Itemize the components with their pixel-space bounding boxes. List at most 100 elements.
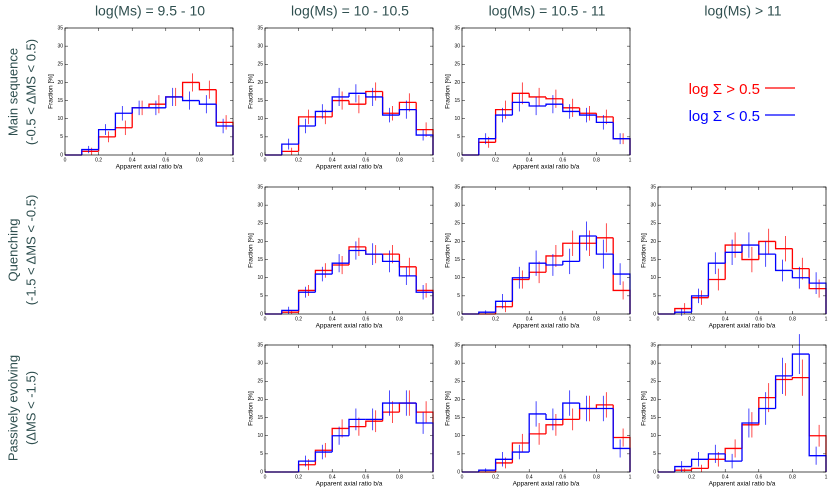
- histogram-step: [348, 100, 366, 105]
- y-tick-label: 15: [454, 257, 460, 263]
- x-tick-label: 0.6: [362, 474, 369, 480]
- histogram-step: [724, 244, 742, 280]
- histogram-step: [612, 116, 631, 155]
- histogram-step: [758, 407, 776, 424]
- y-tick-label: 35: [257, 342, 263, 348]
- histogram-step: [331, 435, 349, 453]
- histogram-step: [398, 101, 417, 114]
- histogram-step: [562, 242, 580, 256]
- y-tick-label: 25: [257, 62, 263, 68]
- histogram-step: [415, 109, 434, 155]
- x-tick-label: 1: [825, 316, 828, 322]
- y-tick-label: 15: [257, 415, 263, 421]
- histogram-step: [131, 107, 149, 114]
- row-label: Passively evolving: [5, 355, 20, 461]
- histogram-step: [165, 96, 183, 108]
- y-tick-label: 0: [260, 152, 263, 158]
- y-tick-label: 20: [257, 239, 263, 245]
- x-tick-label: 0: [64, 157, 67, 163]
- histogram-step: [297, 460, 316, 472]
- plot-frame: [64, 27, 234, 156]
- y-axis-label: Fraction [%]: [248, 74, 255, 109]
- legend-label: log Σ > 0.5: [689, 81, 760, 98]
- x-tick-label: 0.4: [526, 157, 533, 163]
- x-tick-label: 0.4: [526, 474, 533, 480]
- histogram-step: [398, 402, 417, 413]
- y-tick-label: 10: [650, 433, 656, 439]
- histogram-step: [215, 104, 234, 155]
- histogram-step: [297, 464, 316, 472]
- x-tick-label: 0.6: [559, 474, 566, 480]
- x-tick-label: 0.8: [396, 316, 403, 322]
- y-tick-label: 15: [454, 98, 460, 104]
- histogram-step: [511, 277, 530, 302]
- histogram-step: [595, 237, 614, 244]
- y-tick-label: 0: [60, 152, 63, 158]
- y-axis-label: Fraction [%]: [48, 74, 55, 109]
- histogram-step: [165, 96, 183, 105]
- plot-frame: [461, 27, 631, 156]
- histogram-step: [562, 418, 580, 425]
- histogram-step: [545, 413, 563, 421]
- x-tick-label: 0: [264, 157, 267, 163]
- histogram-step: [415, 275, 434, 314]
- y-tick-label: 25: [57, 62, 63, 68]
- histogram-step: [494, 306, 513, 314]
- histogram-step: [791, 353, 810, 376]
- histogram-step: [297, 125, 316, 145]
- histogram-step: [774, 254, 793, 272]
- y-tick-label: 0: [457, 311, 460, 317]
- histogram-step: [612, 408, 631, 472]
- histogram-step: [314, 273, 333, 293]
- y-tick-label: 0: [260, 311, 263, 317]
- y-tick-label: 0: [260, 469, 263, 475]
- y-tick-label: 35: [454, 342, 460, 348]
- y-axis-label: Fraction [%]: [445, 391, 452, 426]
- x-tick-label: 0.4: [722, 474, 729, 480]
- x-tick-label: 0.6: [755, 474, 762, 480]
- histogram-step: [578, 107, 597, 114]
- x-tick-label: 1: [629, 157, 632, 163]
- histogram-step: [808, 354, 827, 472]
- histogram-step: [478, 141, 496, 155]
- x-tick-label: 0.2: [492, 474, 499, 480]
- histogram-step: [562, 104, 580, 113]
- y-axis-label: Fraction [%]: [445, 233, 452, 268]
- histogram-step: [494, 114, 513, 139]
- y-tick-label: 10: [650, 275, 656, 281]
- histogram-step: [774, 375, 793, 409]
- histogram-step: [181, 96, 200, 102]
- x-tick-label: 0.2: [295, 157, 302, 163]
- histogram-step: [791, 377, 810, 380]
- y-tick-label: 20: [650, 397, 656, 403]
- x-tick-label: 0.8: [593, 316, 600, 322]
- y-tick-label: 5: [457, 451, 460, 457]
- histogram-step: [81, 150, 99, 155]
- histogram-step: [595, 404, 614, 409]
- y-tick-label: 5: [653, 451, 656, 457]
- y-tick-label: 30: [454, 43, 460, 49]
- row-label: (-0.5 < ΔMS < 0.5): [23, 39, 38, 145]
- y-tick-label: 25: [257, 221, 263, 227]
- histogram-step: [348, 249, 366, 264]
- histogram-step: [791, 248, 810, 270]
- histogram-step: [808, 268, 827, 314]
- histogram-step: [595, 115, 614, 123]
- y-tick-label: 10: [257, 116, 263, 122]
- histogram-step: [415, 403, 434, 472]
- histogram-step: [674, 311, 692, 314]
- histogram-step: [198, 100, 217, 105]
- histogram-step: [331, 264, 349, 271]
- histogram-step: [511, 101, 530, 116]
- x-tick-label: 1: [432, 316, 435, 322]
- x-tick-label: 0.8: [396, 157, 403, 163]
- y-tick-label: 15: [57, 98, 63, 104]
- histogram-step: [528, 271, 546, 280]
- plot-frame: [264, 27, 434, 156]
- y-tick-label: 0: [653, 311, 656, 317]
- x-tick-label: 0.4: [329, 316, 336, 322]
- histogram-step: [398, 254, 417, 268]
- histogram-step: [578, 407, 597, 420]
- histogram-step: [478, 311, 496, 314]
- histogram-step: [690, 458, 709, 467]
